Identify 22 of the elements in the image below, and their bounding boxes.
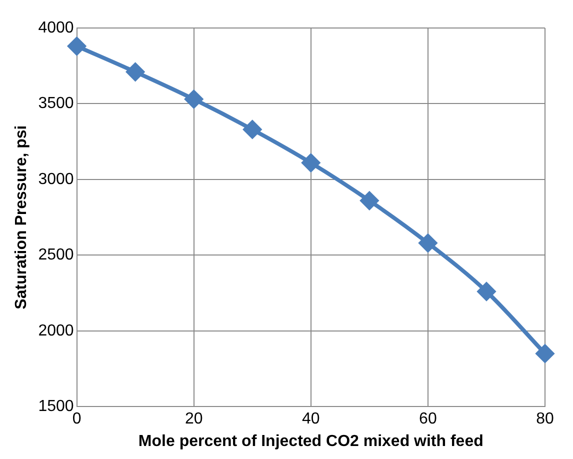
point xyxy=(418,234,437,252)
x-tick-label: 40 xyxy=(302,410,320,428)
point xyxy=(184,90,203,108)
point xyxy=(243,120,262,138)
point xyxy=(360,192,378,210)
x-tick-label: 80 xyxy=(536,410,554,428)
x-tick-label: 20 xyxy=(184,410,203,428)
point xyxy=(477,282,496,301)
point xyxy=(302,154,320,172)
point xyxy=(536,344,554,363)
y-tick-label: 3500 xyxy=(38,95,74,112)
point xyxy=(68,37,86,56)
x-tick-label: 60 xyxy=(419,410,437,428)
y-tick-label: 2000 xyxy=(38,322,74,340)
y-tick-label: 1500 xyxy=(38,398,74,416)
y-axis-title: Saturation Pressure, psi xyxy=(13,125,30,310)
x-axis-title: Mole percent of Injected CO2 mixed with feed xyxy=(138,432,484,450)
y-tick-label: 3000 xyxy=(38,170,74,188)
y-tick-label: 2500 xyxy=(38,246,74,264)
x-tick-label: 0 xyxy=(72,410,82,428)
y-tick-label: 4000 xyxy=(38,19,74,36)
point xyxy=(126,62,144,81)
